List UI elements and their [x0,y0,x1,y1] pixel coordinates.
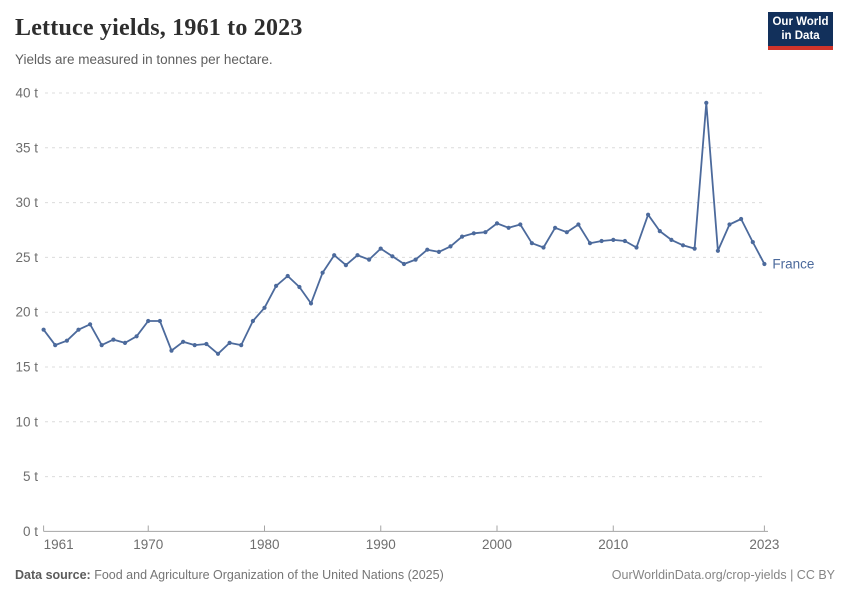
chart-subtitle: Yields are measured in tonnes per hectar… [15,52,273,67]
data-point[interactable] [680,243,686,248]
data-source-label: Data source: [15,568,91,582]
series-line-france[interactable] [42,102,766,355]
x-tick-label: 2023 [749,537,779,552]
data-point[interactable] [471,231,476,236]
data-point[interactable] [750,240,755,245]
data-point[interactable] [739,216,744,222]
data-point[interactable] [622,238,628,244]
data-point[interactable] [494,221,500,226]
owid-logo-line2: in Data [781,30,820,42]
y-tick-label: 30 t [15,195,38,210]
data-point[interactable] [704,100,709,105]
data-point[interactable] [111,337,116,342]
data-point[interactable] [76,327,81,332]
y-tick-label: 10 t [15,414,38,429]
data-point[interactable] [564,230,569,235]
data-point[interactable] [506,225,511,230]
data-point[interactable] [448,244,453,249]
data-point[interactable] [297,284,302,290]
data-point[interactable] [425,247,430,252]
y-tick-label: 0 t [23,524,38,539]
data-point[interactable] [250,318,255,324]
data-point[interactable] [541,245,546,250]
data-point[interactable] [367,257,372,262]
data-point[interactable] [576,222,581,227]
data-point[interactable] [169,348,174,353]
data-point[interactable] [332,253,337,258]
data-point[interactable] [634,245,639,250]
y-tick-label: 5 t [23,469,38,484]
x-tick-label: 1961 [44,537,74,552]
x-tick-label: 1970 [133,537,163,552]
data-point[interactable] [692,246,697,251]
y-tick-label: 35 t [15,140,38,155]
y-tick-label: 15 t [15,360,38,375]
data-point[interactable] [320,270,325,275]
data-point[interactable] [587,241,593,246]
data-point[interactable] [134,334,139,339]
data-point[interactable] [146,318,151,324]
data-point[interactable] [715,248,721,253]
data-point[interactable] [646,212,651,217]
data-point[interactable] [518,222,523,227]
data-point[interactable] [378,246,383,251]
data-point[interactable] [239,343,244,348]
data-point[interactable] [181,339,186,344]
data-point[interactable] [727,222,732,227]
data-point[interactable] [553,225,558,230]
data-source-text: Food and Agriculture Organization of the… [94,568,444,582]
data-point[interactable] [460,234,465,239]
data-point[interactable] [436,249,441,254]
line-chart-canvas[interactable]: 0 t 5 t 10 t 15 t 20 t 25 t 30 t 35 t 40 t 1961 19… [0,0,850,560]
data-point[interactable] [343,263,348,268]
data-point[interactable] [308,301,314,306]
data-point[interactable] [53,343,58,348]
data-point[interactable] [413,257,418,262]
data-point[interactable] [390,254,395,259]
x-tick-label: 2000 [482,537,512,552]
data-point[interactable] [599,238,604,244]
y-tick-label: 40 t [15,86,38,101]
data-point[interactable] [122,340,128,345]
data-point[interactable] [611,237,616,242]
data-point[interactable] [215,351,221,356]
owid-logo[interactable]: Our World in Data [768,12,833,50]
data-point[interactable] [483,230,488,235]
data-point[interactable] [262,305,267,310]
data-point[interactable] [64,338,69,343]
data-point[interactable] [192,343,197,348]
chart-footer: Data source: Food and Agriculture Organi… [15,568,835,582]
data-point[interactable] [657,229,662,234]
data-point[interactable] [762,261,767,267]
data-point[interactable] [285,273,290,279]
data-point[interactable] [41,327,46,332]
data-point[interactable] [99,343,104,348]
data-point[interactable] [401,261,407,267]
data-point[interactable] [157,318,162,324]
data-point[interactable] [669,237,674,242]
data-point[interactable] [204,341,209,347]
owid-logo-line1: Our World [772,15,829,28]
data-point[interactable] [274,283,279,288]
data-source: Data source: Food and Agriculture Organi… [15,568,444,582]
x-tick-label: 2010 [598,537,628,552]
x-tick-label: 1980 [249,537,279,552]
series-label-france[interactable]: France [772,256,814,271]
x-tick-label: 1990 [366,537,396,552]
data-point[interactable] [227,340,232,345]
chart-title: Lettuce yields, 1961 to 2023 [15,15,303,41]
y-tick-label: 20 t [15,305,38,320]
data-point[interactable] [355,253,360,258]
credit-link[interactable]: OurWorldinData.org/crop-yields | CC BY [611,568,835,582]
data-point[interactable] [88,322,93,327]
data-point[interactable] [529,241,535,246]
y-tick-label: 25 t [15,250,38,265]
